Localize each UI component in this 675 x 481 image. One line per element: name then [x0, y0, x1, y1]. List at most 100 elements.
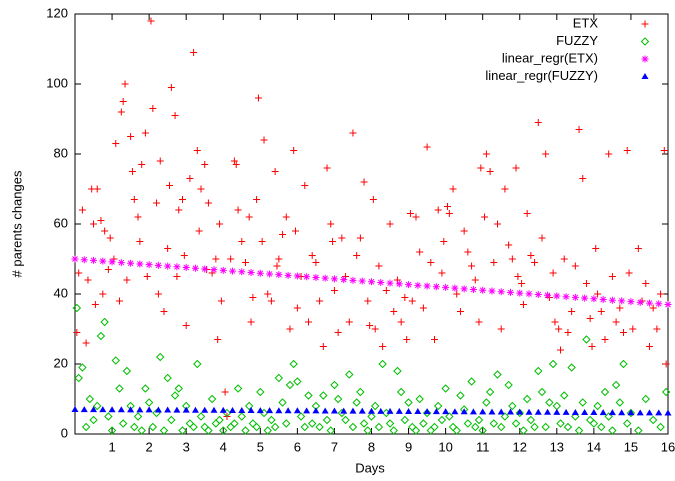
data-point: [99, 406, 107, 413]
data-point: [460, 227, 468, 235]
data-point: [386, 220, 394, 228]
data-point: [486, 168, 494, 175]
data-point: [578, 398, 587, 407]
data-point: [374, 422, 384, 432]
data-point: [636, 409, 644, 416]
data-point: [217, 297, 225, 305]
data-point: [506, 408, 514, 415]
data-point: [553, 292, 561, 300]
data-point: [341, 415, 350, 425]
data-point: [474, 415, 484, 425]
data-point: [623, 147, 631, 154]
data-point: [333, 394, 343, 404]
data-point: [449, 185, 457, 193]
data-point: [207, 394, 217, 404]
data-point: [488, 287, 496, 295]
data-point: [590, 295, 598, 303]
data-point: [215, 415, 224, 425]
data-point: [430, 422, 439, 432]
data-point: [71, 406, 79, 412]
data-point: [432, 283, 440, 291]
data-point: [115, 297, 123, 305]
data-point: [340, 276, 348, 284]
data-point: [363, 426, 373, 435]
data-point: [619, 359, 628, 369]
data-point: [642, 280, 650, 287]
data-point: [117, 108, 125, 116]
data-point: [623, 419, 632, 428]
data-point: [385, 419, 395, 428]
data-point: [664, 301, 672, 308]
x-tick-label: 10: [438, 439, 452, 454]
data-point: [426, 426, 436, 435]
data-point: [581, 294, 589, 302]
data-point: [316, 297, 324, 305]
data-point: [636, 298, 644, 306]
data-point: [312, 273, 320, 281]
data-point: [564, 329, 572, 336]
data-point: [560, 255, 568, 263]
data-point: [625, 269, 633, 277]
data-point: [136, 406, 144, 413]
data-point: [514, 273, 522, 280]
data-point: [441, 384, 450, 393]
data-point: [204, 199, 212, 207]
x-tick-label: 4: [220, 439, 227, 454]
data-point: [653, 325, 661, 333]
data-point: [338, 234, 346, 242]
data-point: [93, 401, 102, 411]
data-point: [90, 406, 98, 413]
data-point: [349, 129, 357, 137]
data-point: [249, 294, 257, 301]
data-point: [460, 285, 468, 293]
data-point: [312, 407, 320, 414]
data-point: [582, 280, 590, 287]
data-point: [253, 196, 261, 203]
data-point: [427, 259, 435, 266]
data-point: [479, 286, 487, 294]
data-point: [128, 168, 136, 175]
data-point: [182, 406, 190, 413]
x-tick-label: 16: [661, 439, 675, 454]
data-point: [104, 266, 112, 273]
data-point: [412, 213, 420, 221]
data-point: [195, 227, 203, 235]
data-point: [293, 272, 301, 280]
data-point: [293, 377, 302, 386]
data-point: [229, 406, 237, 413]
data-point: [469, 408, 477, 415]
data-point: [608, 273, 616, 280]
legend-marker: [641, 20, 649, 28]
data-point: [136, 238, 144, 245]
data-point: [164, 262, 172, 270]
data-point: [589, 419, 599, 428]
data-point: [582, 335, 591, 344]
data-point: [264, 290, 272, 298]
data-point: [464, 248, 472, 256]
data-point: [167, 415, 176, 425]
data-point: [423, 143, 431, 151]
x-tick-label: 12: [513, 439, 527, 454]
data-point: [154, 290, 162, 298]
data-point: [292, 227, 300, 235]
data-point: [519, 426, 528, 435]
data-point: [173, 273, 181, 280]
data-point: [71, 255, 79, 263]
data-point: [562, 408, 570, 415]
data-point: [506, 288, 514, 296]
data-point: [273, 262, 281, 270]
data-point: [475, 318, 483, 326]
data-point: [612, 318, 620, 326]
data-point: [134, 213, 142, 221]
legend-marker: [641, 55, 649, 63]
data-point: [160, 308, 168, 315]
data-point: [141, 384, 150, 393]
data-point: [544, 408, 552, 415]
legend-label: ETX: [573, 15, 599, 30]
data-point: [386, 407, 394, 414]
data-point: [661, 387, 671, 397]
data-point: [377, 278, 385, 286]
data-point: [525, 290, 533, 298]
data-point: [419, 304, 427, 312]
x-axis-label: Days: [355, 460, 385, 475]
